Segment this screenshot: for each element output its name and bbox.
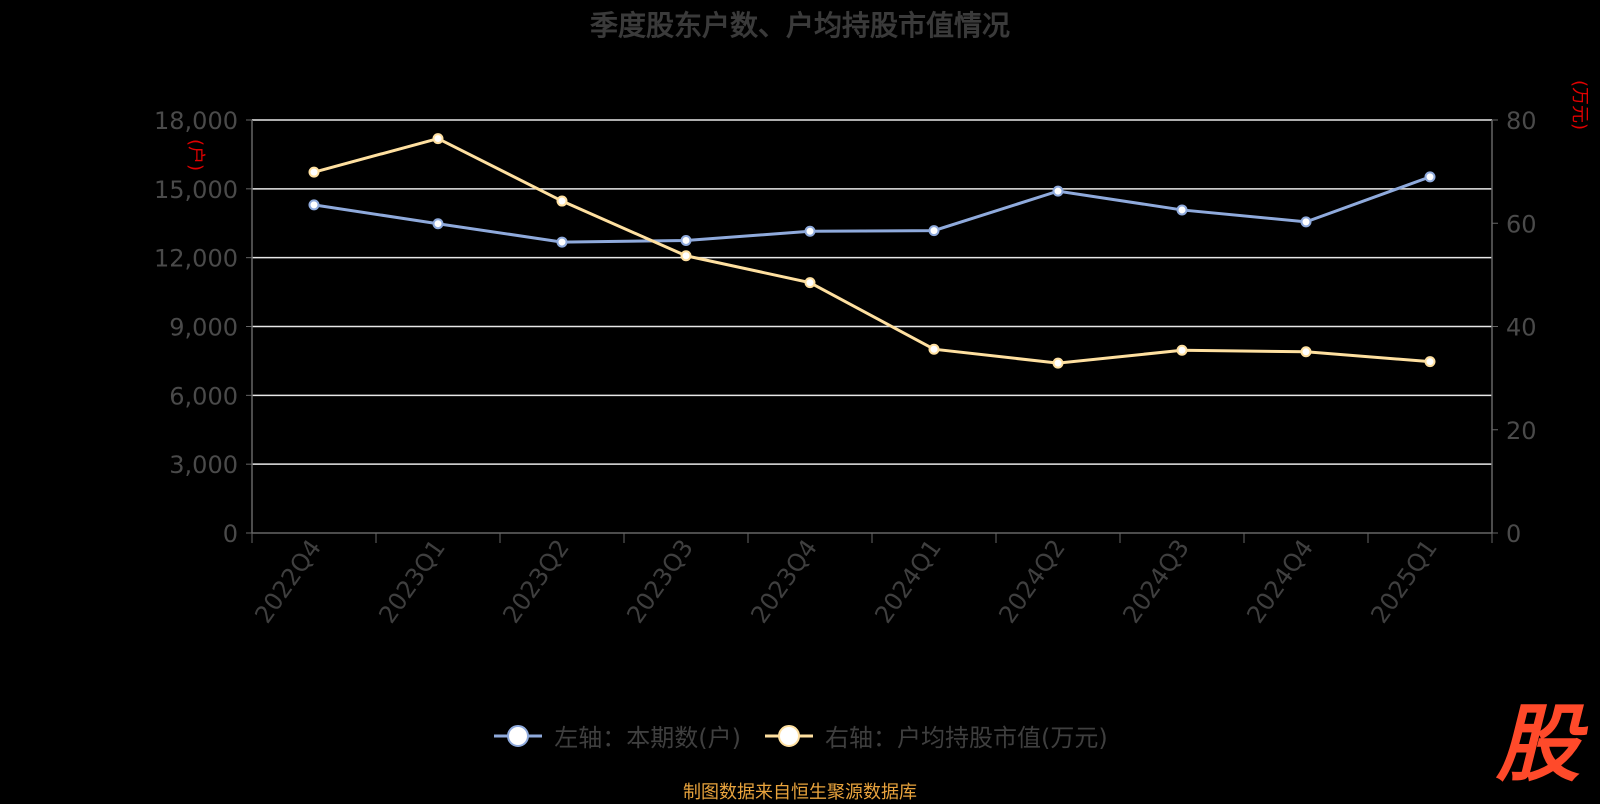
left-axis-tick-label: 15,000 (154, 176, 238, 204)
data-point-right (1300, 346, 1312, 358)
legend-marker-right-icon (765, 724, 813, 747)
x-axis-tick-label: 2023Q2 (497, 534, 575, 628)
data-point-left (1424, 171, 1436, 183)
left-axis-tick-label: 12,000 (154, 245, 238, 273)
brand-logo: 股 (1495, 695, 1580, 793)
legend-label-right-series: 右轴：户均持股市值(万元) (825, 724, 1108, 752)
data-point-left (928, 225, 940, 237)
data-point-left (1300, 216, 1312, 228)
right-axis-tick-label: 40 (1506, 314, 1537, 342)
left-axis-tick-label: 9,000 (169, 314, 238, 342)
data-point-left (1176, 204, 1188, 216)
x-axis-tick-label: 2024Q3 (1117, 534, 1195, 628)
right-axis-tick-label: 60 (1506, 210, 1537, 238)
left-axis-unit: (户) (185, 139, 206, 171)
legend-label-left-series: 左轴：本期数(户) (554, 724, 741, 752)
left-axis-tick-label: 0 (223, 520, 238, 548)
series-line-right (313, 136, 1431, 365)
data-source-note: 制图数据来自恒生聚源数据库 (683, 782, 917, 803)
x-axis-tick-label: 2024Q1 (869, 534, 947, 628)
x-axis-tick-label: 2025Q1 (1365, 534, 1443, 628)
right-axis-tick-label: 20 (1506, 417, 1537, 445)
legend-marker-left-icon (494, 724, 543, 747)
data-point-left (556, 236, 568, 248)
data-point-right (680, 250, 692, 262)
left-axis-tick-label: 18,000 (154, 107, 238, 135)
data-point-right (1052, 357, 1064, 369)
x-axis-tick-label: 2024Q4 (1241, 534, 1319, 628)
data-point-left (680, 234, 692, 246)
legend: 左轴：本期数(户) 右轴：户均持股市值(万元) (0, 718, 1600, 753)
right-axis-tick-label: 80 (1506, 107, 1537, 135)
x-axis-tick-label: 2023Q1 (373, 534, 451, 628)
x-axis-tick-label: 2022Q4 (249, 534, 327, 628)
data-point-left (432, 218, 444, 230)
right-axis-tick-label: 0 (1506, 520, 1521, 548)
left-axis-tick-label: 6,000 (169, 382, 238, 410)
left-axis-tick-label: 3,000 (169, 451, 238, 479)
data-point-right (1176, 344, 1188, 356)
data-point-right (1424, 356, 1436, 368)
legend-item-right-series[interactable]: 右轴：户均持股市值(万元) (763, 718, 1108, 753)
data-point-left (308, 199, 320, 211)
series-line-left (313, 175, 1431, 244)
data-point-left (804, 225, 816, 237)
right-axis-unit: (万元) (1569, 80, 1590, 130)
legend-item-left-series[interactable]: 左轴：本期数(户) (492, 718, 741, 753)
x-axis-tick-label: 2023Q4 (745, 534, 823, 628)
x-axis-tick-label: 2023Q3 (621, 534, 699, 628)
chart-title: 季度股东户数、户均持股市值情况 (589, 9, 1010, 42)
x-axis-tick-label: 2024Q2 (993, 534, 1071, 628)
data-point-right (928, 343, 940, 355)
data-point-right (804, 277, 816, 289)
data-point-left (1052, 185, 1064, 197)
data-point-right (432, 133, 444, 145)
data-point-right (556, 195, 568, 207)
data-point-right (308, 166, 320, 178)
